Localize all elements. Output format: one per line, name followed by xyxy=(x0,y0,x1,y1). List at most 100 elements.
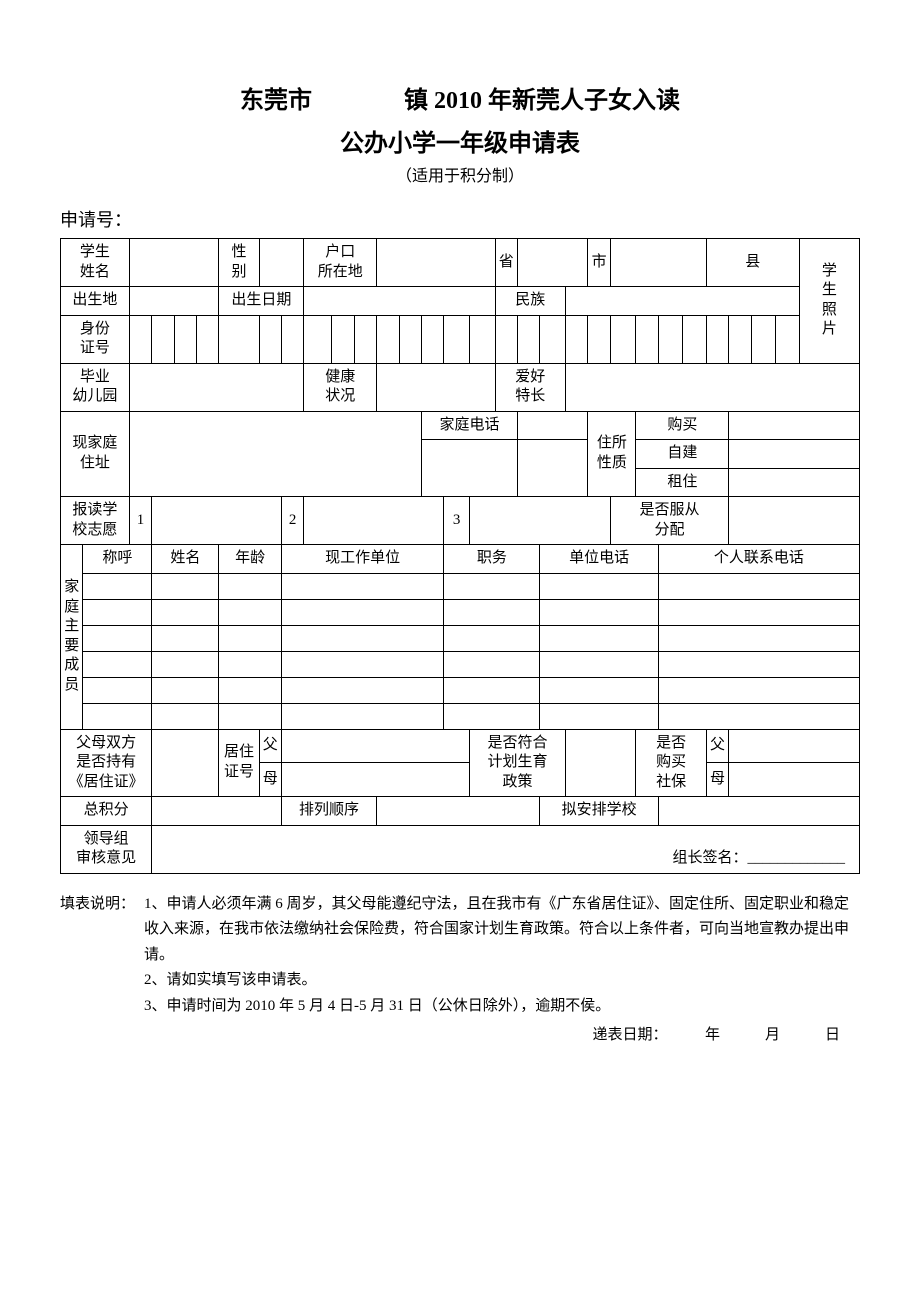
field-choice-2[interactable] xyxy=(304,497,444,545)
id-digit[interactable] xyxy=(281,315,303,363)
table-row[interactable] xyxy=(444,677,540,703)
table-row[interactable] xyxy=(658,703,859,729)
field-city[interactable] xyxy=(517,239,587,287)
table-row[interactable] xyxy=(540,625,658,651)
field-choice-1[interactable] xyxy=(152,497,282,545)
id-digit[interactable] xyxy=(197,315,219,363)
field-home-address[interactable] xyxy=(129,411,421,497)
table-row[interactable] xyxy=(83,677,152,703)
id-digit[interactable] xyxy=(682,315,706,363)
field-county[interactable] xyxy=(610,239,706,287)
table-row[interactable] xyxy=(281,651,443,677)
field-birthdate[interactable] xyxy=(304,287,495,316)
table-row[interactable] xyxy=(658,573,859,599)
id-digit[interactable] xyxy=(658,315,682,363)
field-choice-3[interactable] xyxy=(469,497,610,545)
table-row[interactable] xyxy=(83,599,152,625)
id-digit[interactable] xyxy=(421,315,443,363)
field-permit-mother[interactable] xyxy=(281,763,469,797)
id-digit[interactable] xyxy=(354,315,376,363)
table-row[interactable] xyxy=(540,573,658,599)
id-digit[interactable] xyxy=(174,315,196,363)
field-birthplace[interactable] xyxy=(129,287,219,316)
table-row[interactable] xyxy=(281,599,443,625)
id-digit[interactable] xyxy=(566,315,588,363)
id-digit[interactable] xyxy=(610,315,636,363)
id-digit[interactable] xyxy=(304,315,332,363)
table-row[interactable] xyxy=(152,573,219,599)
id-digit[interactable] xyxy=(517,315,539,363)
table-row[interactable] xyxy=(219,677,281,703)
id-digit[interactable] xyxy=(129,315,151,363)
table-row[interactable] xyxy=(83,651,152,677)
id-digit[interactable] xyxy=(219,315,259,363)
table-row[interactable] xyxy=(83,703,152,729)
table-row[interactable] xyxy=(444,625,540,651)
table-row[interactable] xyxy=(444,599,540,625)
field-obey-assign[interactable] xyxy=(729,497,860,545)
field-home-phone-3[interactable] xyxy=(517,440,587,497)
table-row[interactable] xyxy=(83,573,152,599)
id-digit[interactable] xyxy=(377,315,399,363)
table-row[interactable] xyxy=(152,703,219,729)
table-row[interactable] xyxy=(281,625,443,651)
table-row[interactable] xyxy=(219,625,281,651)
field-home-phone-2[interactable] xyxy=(421,440,517,497)
id-digit[interactable] xyxy=(588,315,610,363)
field-gender[interactable] xyxy=(259,239,304,287)
id-digit[interactable] xyxy=(775,315,799,363)
id-digit[interactable] xyxy=(399,315,421,363)
id-digit[interactable] xyxy=(469,315,495,363)
table-row[interactable] xyxy=(444,703,540,729)
table-row[interactable] xyxy=(152,677,219,703)
field-social-mother[interactable] xyxy=(729,763,860,797)
table-row[interactable] xyxy=(219,703,281,729)
table-row[interactable] xyxy=(219,573,281,599)
field-home-phone[interactable] xyxy=(517,411,587,440)
id-digit[interactable] xyxy=(636,315,658,363)
table-row[interactable] xyxy=(281,677,443,703)
table-row[interactable] xyxy=(152,599,219,625)
field-rent[interactable] xyxy=(729,468,860,497)
id-digit[interactable] xyxy=(540,315,566,363)
table-row[interactable] xyxy=(658,599,859,625)
field-selfbuild[interactable] xyxy=(729,440,860,469)
id-digit[interactable] xyxy=(706,315,728,363)
id-digit[interactable] xyxy=(729,315,751,363)
field-health[interactable] xyxy=(377,363,495,411)
table-row[interactable] xyxy=(540,703,658,729)
field-assigned-school[interactable] xyxy=(658,797,859,826)
table-row[interactable] xyxy=(152,651,219,677)
field-total-score[interactable] xyxy=(152,797,282,826)
table-row[interactable] xyxy=(281,703,443,729)
table-row[interactable] xyxy=(444,573,540,599)
field-review[interactable]: 组长签名：_____________ xyxy=(152,825,860,873)
id-digit[interactable] xyxy=(751,315,775,363)
field-family-planning[interactable] xyxy=(566,729,636,797)
id-digit[interactable] xyxy=(495,315,517,363)
id-digit[interactable] xyxy=(152,315,174,363)
id-digit[interactable] xyxy=(332,315,354,363)
table-row[interactable] xyxy=(540,677,658,703)
table-row[interactable] xyxy=(83,625,152,651)
table-row[interactable] xyxy=(219,651,281,677)
field-rank[interactable] xyxy=(377,797,540,826)
table-row[interactable] xyxy=(152,625,219,651)
id-digit[interactable] xyxy=(444,315,470,363)
table-row[interactable] xyxy=(540,599,658,625)
field-student-name[interactable] xyxy=(129,239,219,287)
field-province[interactable] xyxy=(377,239,495,287)
id-digit[interactable] xyxy=(259,315,281,363)
field-permit-father[interactable] xyxy=(281,729,469,763)
table-row[interactable] xyxy=(540,651,658,677)
field-kindergarten[interactable] xyxy=(129,363,303,411)
field-hobby[interactable] xyxy=(566,363,860,411)
field-ethnicity[interactable] xyxy=(566,287,800,316)
table-row[interactable] xyxy=(658,677,859,703)
table-row[interactable] xyxy=(444,651,540,677)
field-buy[interactable] xyxy=(729,411,860,440)
table-row[interactable] xyxy=(658,651,859,677)
table-row[interactable] xyxy=(658,625,859,651)
table-row[interactable] xyxy=(219,599,281,625)
table-row[interactable] xyxy=(281,573,443,599)
